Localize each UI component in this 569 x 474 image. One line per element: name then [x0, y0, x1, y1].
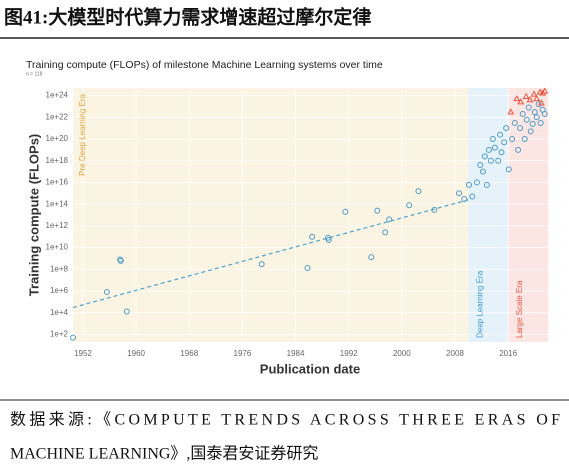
data-point	[507, 108, 515, 115]
data-point	[123, 308, 130, 315]
era-band	[468, 88, 509, 342]
data-point	[535, 101, 542, 108]
era-label: Large Scale Era	[515, 280, 524, 338]
data-point	[522, 92, 530, 99]
y-tick-label: 1e+14	[46, 199, 69, 208]
data-point	[431, 206, 438, 213]
data-point	[103, 289, 110, 296]
data-point	[382, 229, 389, 236]
data-point	[505, 166, 512, 173]
figure-title: 图41:大模型时代算力需求增速超过摩尔定律	[4, 5, 371, 28]
data-point	[517, 125, 524, 132]
data-point	[531, 109, 538, 116]
chart-subtitle: n = 118	[26, 71, 43, 77]
data-point	[368, 254, 375, 261]
data-point	[489, 136, 496, 143]
data-point	[536, 88, 544, 95]
y-tick-label: 1e+8	[50, 264, 69, 273]
data-point	[537, 119, 544, 126]
data-point	[515, 146, 522, 153]
data-point	[537, 99, 545, 106]
data-point	[325, 236, 332, 243]
x-tick-label: 1984	[287, 349, 305, 358]
y-tick-label: 1e+6	[50, 286, 69, 295]
chart-title: Training compute (FLOPs) of milestone Ma…	[26, 59, 383, 71]
data-point	[541, 111, 548, 118]
x-tick-label: 1952	[74, 349, 92, 358]
data-point	[503, 125, 510, 132]
data-point	[527, 128, 534, 135]
data-point	[117, 257, 124, 264]
data-point	[461, 195, 468, 202]
data-point	[530, 90, 538, 97]
data-point	[523, 116, 530, 123]
data-point	[415, 188, 422, 195]
data-point	[481, 153, 488, 160]
data-point	[526, 96, 534, 103]
data-point	[533, 114, 540, 121]
trend-line	[72, 199, 469, 309]
data-point	[521, 136, 528, 143]
y-axis-label: Training compute (FLOPs)	[26, 134, 41, 297]
data-point	[469, 193, 476, 200]
data-point	[479, 168, 486, 175]
data-point	[487, 157, 494, 164]
data-point	[519, 111, 526, 118]
x-tick-label: 1992	[340, 349, 358, 358]
data-point	[495, 157, 502, 164]
data-point	[374, 207, 381, 214]
data-point	[406, 202, 413, 209]
data-point	[304, 265, 311, 272]
data-point	[465, 181, 472, 188]
data-point	[509, 136, 516, 143]
data-point	[477, 162, 484, 169]
era-band	[508, 88, 548, 342]
x-tick-label: 1968	[180, 349, 198, 358]
y-tick-label: 1e+20	[46, 134, 69, 143]
y-tick-label: 1e+16	[46, 178, 69, 187]
x-tick-label: 2016	[499, 349, 517, 358]
y-tick-label: 1e+12	[46, 221, 69, 230]
source-line: 数据来源:《COMPUTE TRENDS ACROSS THREE ERAS O…	[10, 411, 560, 429]
data-point	[517, 98, 525, 105]
data-point	[501, 139, 508, 146]
data-point	[258, 261, 265, 268]
x-tick-label: 1960	[127, 349, 145, 358]
x-tick-label: 1976	[234, 349, 252, 358]
data-point	[491, 144, 498, 151]
data-point	[386, 216, 393, 223]
data-point	[525, 104, 532, 111]
data-point	[497, 131, 504, 138]
data-point	[498, 149, 505, 156]
data-point	[529, 120, 536, 127]
data-point	[70, 334, 76, 341]
y-tick-label: 1e+18	[46, 156, 69, 165]
y-tick-label: 1e+24	[46, 91, 69, 100]
x-tick-label: 2000	[393, 349, 411, 358]
data-point	[309, 233, 316, 240]
data-point	[455, 190, 462, 197]
y-tick-label: 1e+2	[50, 330, 69, 339]
source-line: MACHINE LEARNING》,国泰君安证券研究	[10, 445, 318, 463]
data-point	[485, 146, 492, 153]
data-point	[473, 179, 480, 186]
y-tick-label: 1e+22	[46, 112, 69, 121]
era-label: Pre Deep Learning Era	[78, 93, 87, 175]
era-band	[73, 88, 469, 342]
data-point	[511, 119, 518, 126]
y-tick-label: 1e+10	[46, 243, 69, 252]
data-point	[541, 87, 549, 94]
x-axis-label: Publication date	[260, 361, 360, 376]
data-point	[483, 181, 490, 188]
data-point	[513, 95, 521, 102]
era-label: Deep Learning Era	[475, 270, 484, 338]
data-point	[342, 208, 349, 215]
y-tick-label: 1e+4	[50, 308, 69, 317]
x-tick-label: 2008	[446, 349, 464, 358]
data-point	[533, 95, 541, 102]
